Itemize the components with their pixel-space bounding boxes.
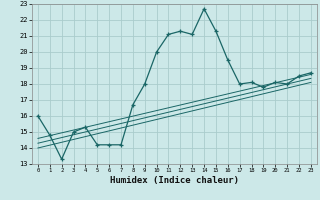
X-axis label: Humidex (Indice chaleur): Humidex (Indice chaleur)	[110, 176, 239, 185]
